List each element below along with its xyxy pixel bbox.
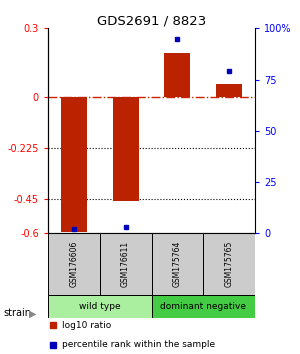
Text: GSM175764: GSM175764: [173, 241, 182, 287]
Bar: [100, 233, 152, 295]
Title: GDS2691 / 8823: GDS2691 / 8823: [97, 14, 206, 27]
Text: GSM176611: GSM176611: [121, 241, 130, 287]
Bar: [48, 295, 152, 319]
Bar: [152, 295, 255, 319]
Text: ▶: ▶: [28, 308, 36, 318]
Text: strain: strain: [3, 308, 31, 318]
Text: wild type: wild type: [79, 302, 121, 311]
Bar: [48, 233, 100, 295]
Text: dominant negative: dominant negative: [160, 302, 246, 311]
Text: percentile rank within the sample: percentile rank within the sample: [62, 340, 216, 349]
Text: GSM176606: GSM176606: [69, 241, 78, 287]
Bar: [203, 233, 255, 295]
Text: log10 ratio: log10 ratio: [62, 321, 112, 330]
Text: GSM175765: GSM175765: [225, 241, 234, 287]
Bar: [61, 97, 87, 232]
Bar: [216, 84, 242, 97]
Bar: [113, 97, 139, 201]
Bar: [164, 53, 190, 97]
Bar: [152, 233, 203, 295]
